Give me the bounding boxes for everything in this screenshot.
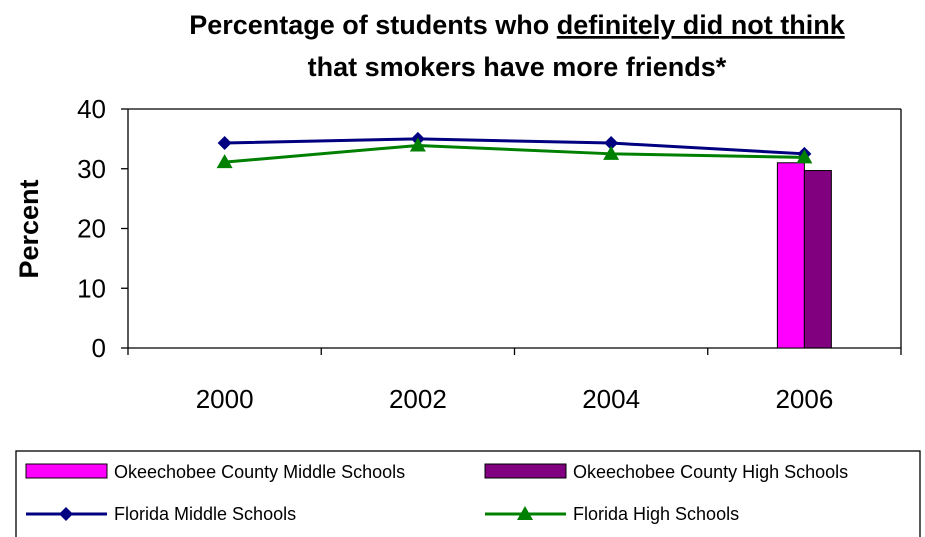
- data-point: [604, 136, 619, 151]
- y-tick-label: 30: [77, 154, 106, 184]
- data-point: [59, 507, 73, 521]
- data-point: [216, 154, 233, 169]
- series-line: [224, 137, 805, 156]
- y-tick-label: 0: [92, 333, 106, 363]
- legend-swatch: [25, 463, 108, 479]
- data-point: [217, 136, 232, 151]
- bars: [776, 162, 832, 349]
- chart-title-prefix: Percentage of students who: [189, 10, 557, 40]
- data-point: [517, 506, 533, 520]
- series-line: [224, 143, 805, 164]
- y-tick-label: 40: [77, 94, 106, 124]
- axes: 0 10 20 30 40 2000 2002 2004 2006: [77, 94, 902, 414]
- x-tick-label: 2002: [389, 384, 447, 414]
- y-tick-label: 10: [77, 273, 106, 303]
- legend-label: Florida High Schools: [573, 504, 739, 524]
- legend-swatch: [484, 463, 567, 479]
- y-axis-label: Percent: [14, 179, 44, 278]
- x-tick-label: 2006: [775, 384, 833, 414]
- bar: [803, 170, 832, 349]
- legend-label: Okeechobee County Middle Schools: [114, 462, 405, 482]
- data-point: [409, 137, 426, 152]
- lines: [216, 131, 813, 169]
- x-tick-label: 2004: [582, 384, 640, 414]
- chart-title-underlined: definitely did not think: [557, 10, 846, 40]
- chart-title-line2: that smokers have more friends*: [308, 52, 727, 82]
- chart-title-line1: Percentage of students who definitely di…: [189, 10, 846, 40]
- y-tick-label: 20: [77, 214, 106, 244]
- legend-label: Florida Middle Schools: [114, 504, 296, 524]
- x-tick-label: 2000: [196, 384, 254, 414]
- legend-box: [15, 450, 921, 537]
- bar: [776, 162, 805, 349]
- data-point: [603, 145, 620, 160]
- data-point: [796, 149, 813, 164]
- legend: Okeechobee County Middle Schools Okeechob…: [15, 450, 921, 537]
- legend-label: Okeechobee County High Schools: [573, 462, 848, 482]
